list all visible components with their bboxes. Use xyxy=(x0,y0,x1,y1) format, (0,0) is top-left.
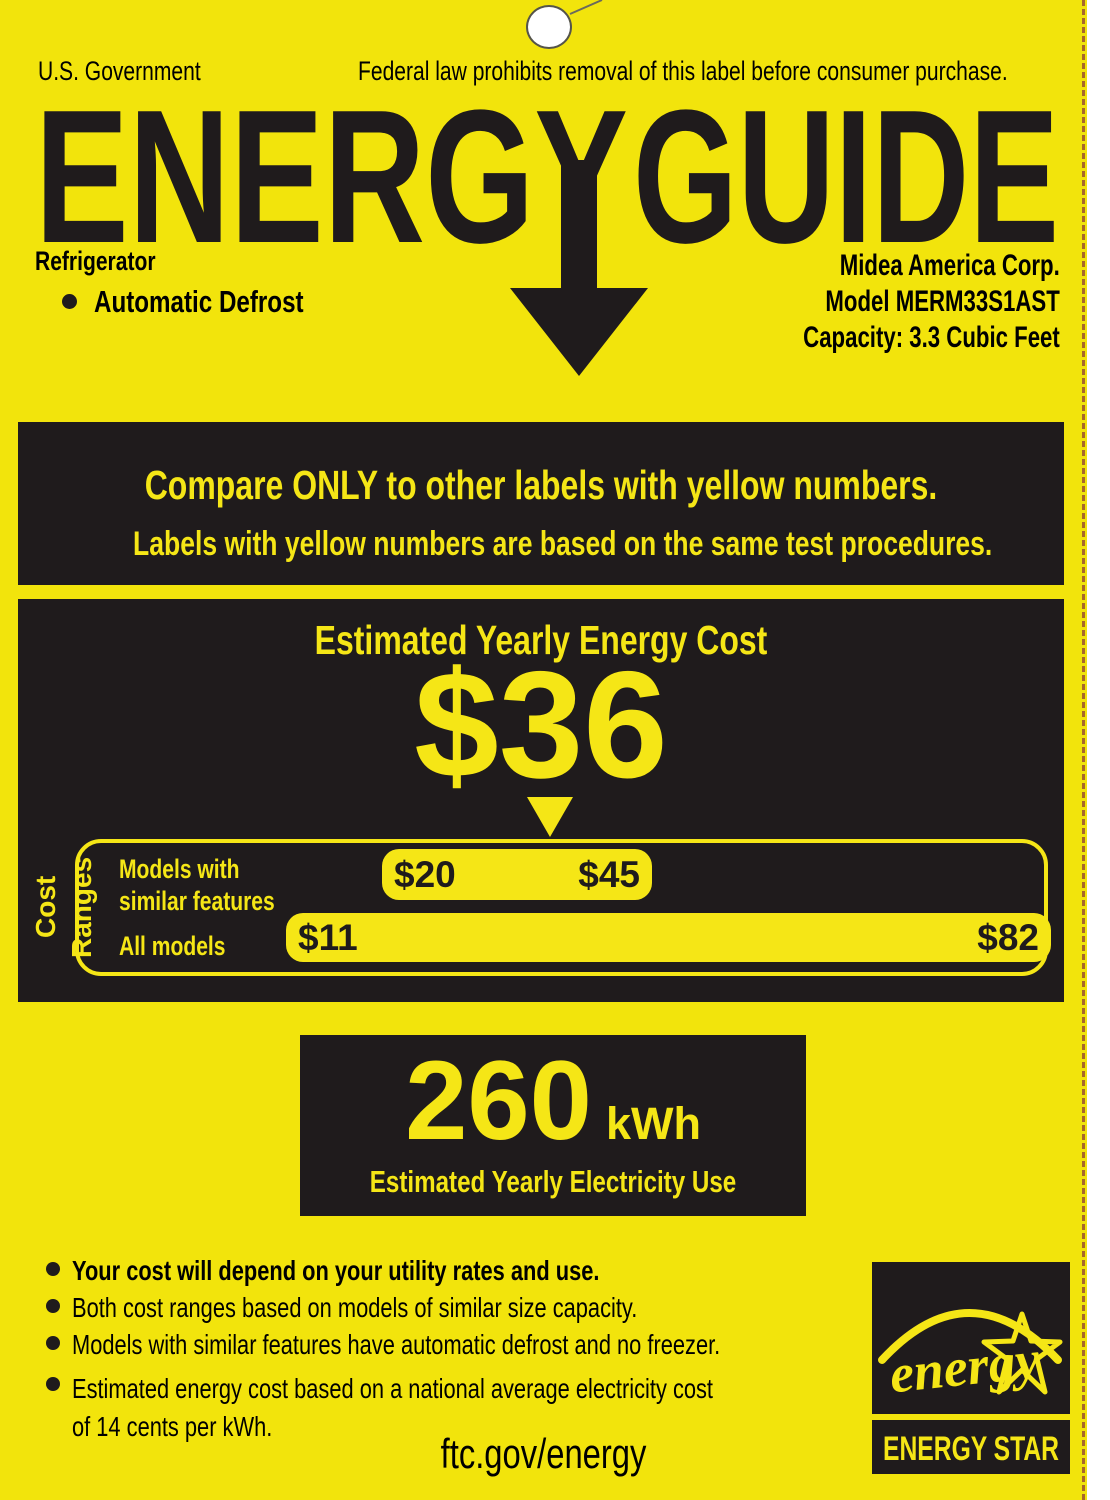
all-models-label: All models xyxy=(119,931,226,961)
similar-models-max: $45 xyxy=(578,853,640,895)
electricity-use-box: 260 kWh Estimated Yearly Electricity Use xyxy=(300,1035,806,1216)
appliance-type: Refrigerator xyxy=(35,246,156,276)
punch-hole xyxy=(526,5,572,49)
manufacturer: Midea America Corp. xyxy=(839,249,1060,282)
bullet-dot xyxy=(46,1377,60,1391)
hang-string-mark xyxy=(569,0,603,15)
footnote-4: Estimated energy cost based on a nationa… xyxy=(72,1373,714,1442)
us-government-text: U.S. Government xyxy=(38,56,201,86)
cost-ranges-label: Cost Ranges xyxy=(30,856,97,958)
bullet-dot xyxy=(46,1299,60,1313)
energy-star-text: ENERGY STAR xyxy=(883,1430,1059,1468)
energy-cost-box: Estimated Yearly Energy Cost $36 Cost Ra… xyxy=(18,599,1064,1002)
electricity-use-caption: Estimated Yearly Electricity Use xyxy=(369,1164,737,1199)
similar-models-range-bar: $20 $45 xyxy=(382,849,652,900)
cost-ranges-panel: Models with similar features $20 $45 All… xyxy=(75,839,1051,976)
kwh-value: 260 xyxy=(405,1038,592,1163)
perforation-line xyxy=(1082,0,1085,1500)
product-info: Midea America Corp. Model MERM33S1AST Ca… xyxy=(713,248,1060,356)
appliance-feature: Automatic Defrost xyxy=(94,284,304,319)
energyguide-logo: ENERGY GUIDE xyxy=(35,90,1059,376)
star-icon xyxy=(981,1311,1063,1395)
logo-guide-word: GUIDE xyxy=(633,90,1059,283)
footnote-1: Your cost will depend on your utility ra… xyxy=(72,1255,600,1286)
energy-star-bar xyxy=(872,1420,1070,1474)
bullet-dot xyxy=(46,1262,60,1276)
footnote-3: Models with similar features have automa… xyxy=(72,1329,721,1360)
federal-notice: Federal law prohibits removal of this la… xyxy=(358,56,1008,86)
model-number: Model MERM33S1AST xyxy=(825,285,1060,318)
all-models-max: $82 xyxy=(977,916,1039,958)
capacity: Capacity: 3.3 Cubic Feet xyxy=(803,321,1060,354)
all-models-min: $11 xyxy=(298,916,358,958)
footnote-2: Both cost ranges based on models of simi… xyxy=(72,1292,638,1323)
all-models-range-bar: $11 $82 xyxy=(286,913,1051,962)
cost-pointer-icon xyxy=(527,797,573,837)
electricity-use-value-row: 260 kWh xyxy=(300,1035,806,1157)
compare-line2: Labels with yellow numbers are based on … xyxy=(133,525,993,563)
energy-star-logo: energy ENERGY STAR xyxy=(872,1262,1070,1474)
similar-models-min: $20 xyxy=(394,853,456,895)
ftc-url: ftc.gov/energy xyxy=(440,1430,647,1477)
energy-cost-value: $36 xyxy=(414,640,668,810)
compare-line1: Compare ONLY to other labels with yellow… xyxy=(144,462,938,508)
bullet-dot xyxy=(46,1336,60,1350)
energy-cost-title: Estimated Yearly Energy Cost xyxy=(314,617,768,663)
similar-models-label: Models with similar features xyxy=(119,854,275,916)
compare-banner: Compare ONLY to other labels with yellow… xyxy=(18,422,1064,585)
logo-energy-word: ENERGY xyxy=(35,90,628,283)
down-arrow-icon xyxy=(510,160,648,376)
bullet-dot xyxy=(62,294,77,309)
kwh-unit: kWh xyxy=(605,1098,701,1149)
